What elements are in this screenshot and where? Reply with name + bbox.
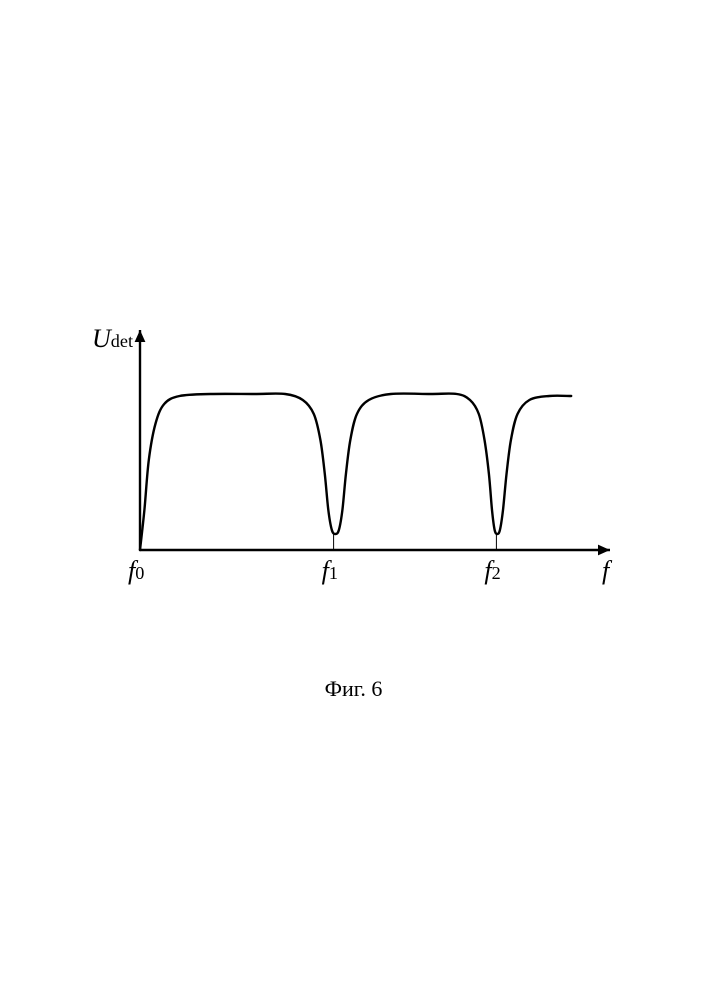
- x-tick-label-sub: 1: [329, 563, 338, 583]
- x-tick-label-main: f: [322, 556, 329, 585]
- y-axis-label-main: U: [92, 324, 111, 353]
- figure-caption: Фиг. 6: [0, 676, 707, 702]
- y-axis-label-sub: det: [111, 331, 133, 351]
- y-axis-label: Udet: [92, 324, 133, 354]
- x-tick-label-main: f: [484, 556, 491, 585]
- x-tick-label-sub: 0: [135, 563, 144, 583]
- x-tick-label-sub: 2: [492, 563, 501, 583]
- x-axis-label: f: [602, 556, 609, 586]
- x-tick-label: f1: [322, 556, 338, 586]
- x-axis-label-text: f: [602, 556, 609, 585]
- resonance-dip-chart: [100, 330, 610, 610]
- x-tick-label: f0: [128, 556, 144, 586]
- chart-container: Udet f f0f1f2: [100, 330, 610, 610]
- page: Udet f f0f1f2 Фиг. 6: [0, 0, 707, 1000]
- x-tick-label: f2: [484, 556, 500, 586]
- figure-caption-text: Фиг. 6: [325, 676, 383, 701]
